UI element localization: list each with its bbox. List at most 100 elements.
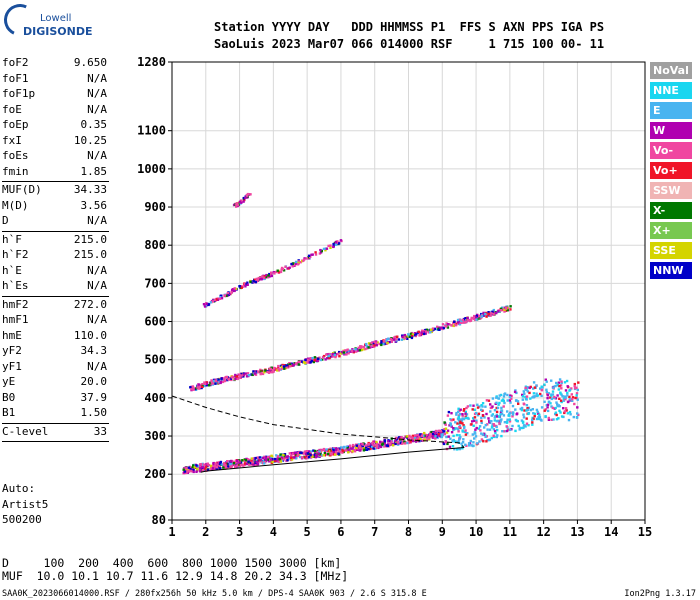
echo-point [545, 380, 548, 383]
muf-row: MUF 10.0 10.1 10.7 11.6 12.9 14.8 20.2 3… [2, 569, 349, 583]
echo-point [301, 360, 304, 363]
echo-point [219, 462, 222, 465]
echo-point [297, 261, 300, 265]
echo-point [270, 454, 273, 457]
legend-item-w: W [650, 122, 692, 139]
echo-point [201, 469, 205, 472]
echo-point [239, 464, 242, 467]
param-row-hmf2: hmF2 272.0 [2, 298, 109, 314]
echo-point [469, 319, 473, 322]
echo-point [219, 296, 222, 299]
echo-point [279, 453, 282, 456]
echo-point [547, 418, 551, 421]
echo-point [300, 451, 303, 455]
echo-point [252, 370, 255, 373]
param-row-yf2: yF2 34.3 [2, 344, 109, 360]
echo-point [555, 381, 558, 385]
echo-point [525, 422, 529, 425]
param-value: 10.25 [73, 133, 107, 147]
legend-item-vo: Vo- [650, 142, 692, 159]
echo-point [330, 353, 333, 356]
echo-point [355, 349, 359, 352]
echo-point [367, 346, 370, 349]
echo-point [466, 432, 469, 435]
echo-point [446, 442, 449, 446]
echo-point [533, 415, 536, 418]
echo-point [327, 354, 331, 358]
echo-point [506, 418, 509, 421]
echo-point [532, 392, 536, 395]
echo-point [367, 443, 370, 446]
echo-point [520, 408, 524, 412]
logo-line2: DIGISONDE [23, 25, 93, 38]
echo-point [446, 326, 450, 329]
echo-point [496, 434, 499, 437]
echo-point [224, 376, 227, 379]
echo-point [576, 412, 579, 415]
echo-point [286, 456, 289, 460]
param-row-clevel: C-level 33 [2, 425, 109, 441]
echo-point [464, 416, 468, 420]
echo-point [531, 423, 534, 426]
echo-point [503, 401, 506, 405]
echo-point [374, 447, 377, 450]
echo-point [373, 344, 376, 347]
echo-point [243, 462, 247, 465]
param-row-b0: B0 37.9 [2, 391, 109, 407]
echo-point [397, 338, 400, 341]
echo-point [505, 425, 508, 428]
echo-point [244, 372, 247, 375]
echo-point [203, 384, 206, 388]
echo-point [327, 244, 330, 248]
echo-point [210, 467, 213, 470]
echo-point [266, 370, 269, 374]
echo-point [522, 426, 525, 429]
echo-point [266, 458, 270, 461]
echo-point [514, 429, 517, 433]
echo-point [456, 427, 460, 431]
echo-point [353, 448, 356, 452]
echo-point [215, 466, 219, 469]
echo-point [535, 392, 538, 395]
echo-point [323, 451, 327, 455]
echo-point [550, 405, 553, 408]
echo-point [378, 342, 381, 346]
echo-point [540, 388, 544, 392]
echo-point [504, 307, 507, 310]
echo-point [491, 397, 495, 400]
digisonde-logo: Lowell DIGISONDE [0, 0, 92, 41]
echo-point [564, 396, 567, 399]
echo-point [539, 392, 542, 396]
x-tick-label: 1 [168, 525, 175, 539]
echo-point [299, 261, 302, 264]
echo-point [290, 452, 293, 455]
echo-point [312, 360, 315, 364]
echo-point [485, 440, 488, 443]
echo-point [436, 434, 439, 437]
echo-point [357, 349, 360, 352]
echo-point [394, 336, 397, 340]
echo-point [470, 423, 473, 426]
echo-point [567, 418, 571, 422]
echo-point [340, 350, 344, 354]
echo-point [293, 456, 296, 459]
param-value: N/A [87, 279, 107, 292]
echo-point [305, 257, 308, 260]
echo-point [314, 251, 317, 254]
echo-point [329, 447, 332, 450]
echo-point [480, 421, 483, 425]
echo-point [495, 410, 499, 414]
echo-point [509, 401, 512, 404]
echo-point [558, 397, 561, 400]
echo-point [503, 421, 507, 424]
y-tick-label: 700 [144, 276, 166, 290]
echo-point [576, 398, 579, 401]
param-value: 3.56 [80, 198, 108, 212]
echo-point [560, 400, 563, 404]
param-row-fof1p: foF1p N/A [2, 87, 109, 103]
x-tick-label: 15 [638, 525, 652, 539]
echo-point [571, 396, 575, 399]
param-key: D [2, 214, 9, 227]
legend-item-vo: Vo+ [650, 162, 692, 179]
echo-point [462, 438, 465, 441]
